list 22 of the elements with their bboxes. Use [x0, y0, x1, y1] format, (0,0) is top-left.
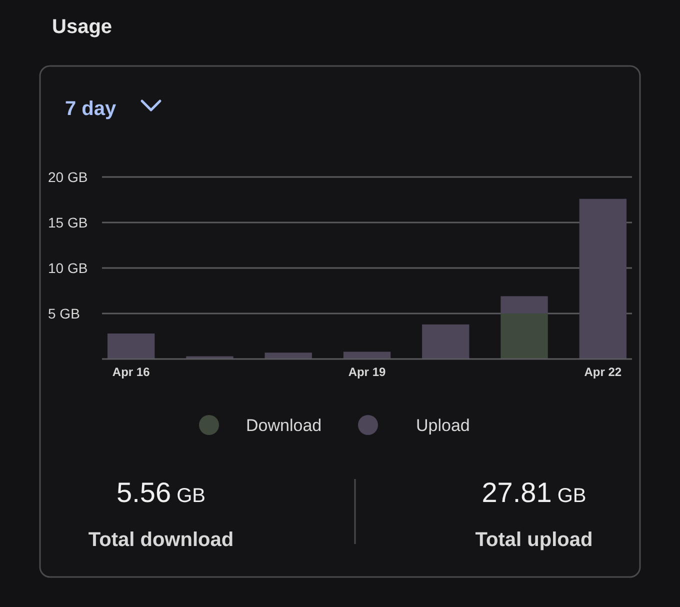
- chart-title: Usage: [52, 16, 112, 38]
- y-tick-label: 10 GB: [48, 260, 88, 276]
- bar: [343, 352, 391, 359]
- bar: [500, 314, 548, 359]
- bar: [108, 334, 155, 359]
- legend-label: Upload: [416, 416, 470, 435]
- bar: [264, 352, 312, 359]
- text: 27.81 GB: [482, 477, 586, 508]
- y-tick-label: 20 GB: [48, 168, 88, 185]
- bar: [579, 198, 626, 359]
- text: 5.56 GB: [116, 477, 206, 508]
- x-tick-label: Apr 16: [112, 365, 150, 379]
- bar: [500, 296, 548, 314]
- text: Total upload: [475, 529, 593, 551]
- x-tick-label: Apr 22: [584, 365, 622, 379]
- x-tick-label: Apr 19: [348, 365, 386, 379]
- y-tick-label: 5 GB: [48, 305, 80, 322]
- bar: [422, 324, 470, 359]
- text: Total download: [88, 529, 234, 551]
- chart-subtitle: 7 day: [65, 98, 118, 120]
- legend-label: Download: [246, 416, 322, 435]
- y-tick-label: 15 GB: [48, 214, 88, 230]
